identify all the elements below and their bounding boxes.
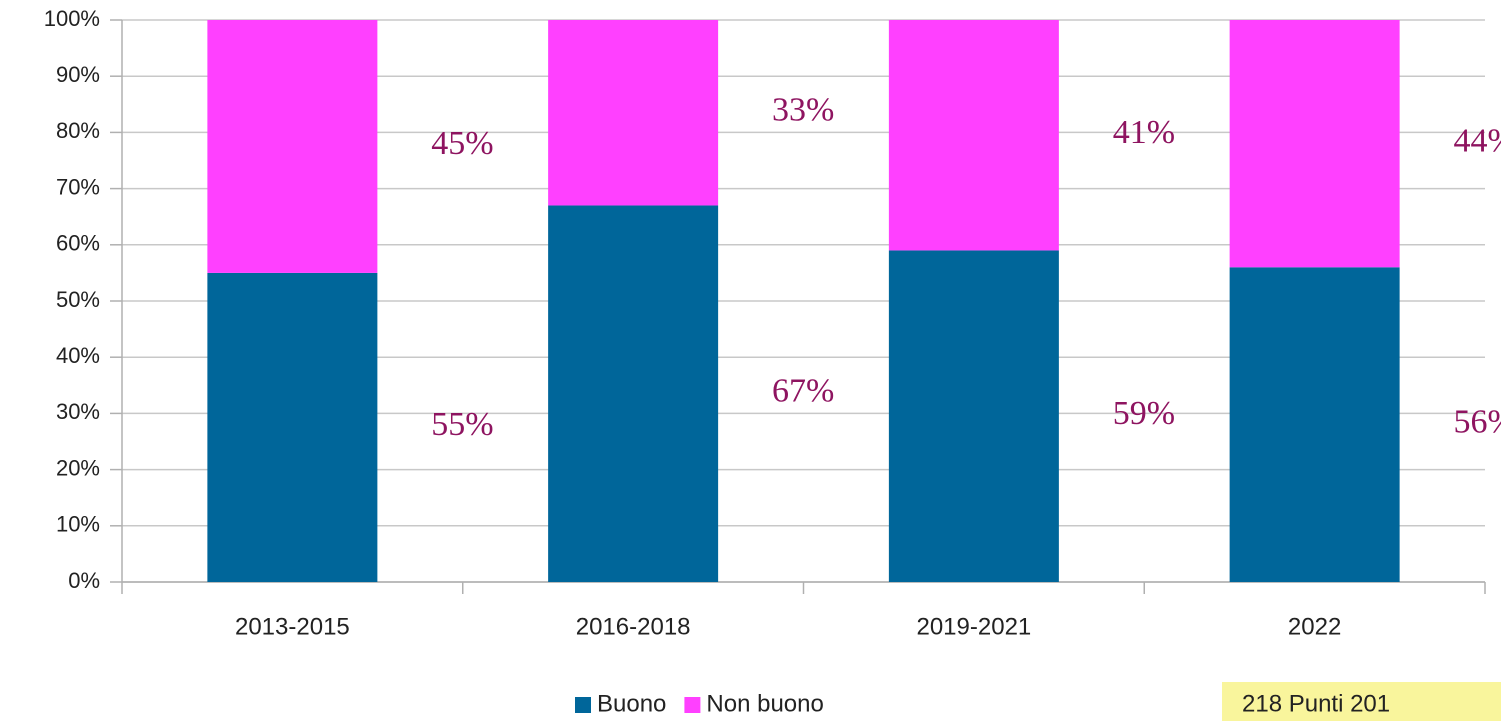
bar-segment — [888, 250, 1059, 583]
bar-segment — [888, 20, 1059, 251]
y-tick-label: 30% — [56, 399, 100, 424]
x-tick-label: 2022 — [1288, 613, 1341, 640]
bar-segment — [548, 20, 719, 206]
y-tick-label: 40% — [56, 343, 100, 368]
legend-label: Buono — [597, 690, 666, 717]
legend-swatch — [575, 697, 591, 713]
annotation-box — [1222, 682, 1501, 721]
data-label: 56% — [1453, 403, 1501, 440]
data-label: 45% — [431, 125, 493, 162]
y-tick-label: 70% — [56, 174, 100, 199]
y-tick-label: 10% — [56, 512, 100, 537]
data-label: 55% — [431, 406, 493, 443]
y-tick-label: 0% — [68, 568, 100, 593]
annotation: 218 Punti 201 — [1242, 690, 1390, 717]
y-tick-label: 20% — [56, 455, 100, 480]
x-tick-label: 2013-2015 — [235, 613, 350, 640]
y-tick-label: 80% — [56, 118, 100, 143]
y-tick-label: 60% — [56, 231, 100, 256]
y-tick-label: 100% — [44, 6, 100, 31]
y-tick-label: 90% — [56, 62, 100, 87]
bar-segment — [1229, 20, 1400, 268]
data-label: 41% — [1113, 114, 1175, 151]
bar-segment — [1229, 267, 1400, 582]
data-label: 44% — [1453, 122, 1501, 159]
data-label: 33% — [772, 92, 834, 129]
legend-swatch — [684, 697, 701, 713]
data-label: 59% — [1113, 395, 1175, 432]
data-label: 67% — [772, 373, 834, 410]
bar-segment — [207, 20, 378, 273]
bar-segment — [548, 205, 719, 582]
legend-label: Non buono — [706, 690, 823, 717]
x-tick-label: 2016-2018 — [576, 613, 691, 640]
y-tick-label: 50% — [56, 287, 100, 312]
x-tick-label: 2019-2021 — [916, 613, 1031, 640]
bar-segment — [207, 272, 378, 582]
